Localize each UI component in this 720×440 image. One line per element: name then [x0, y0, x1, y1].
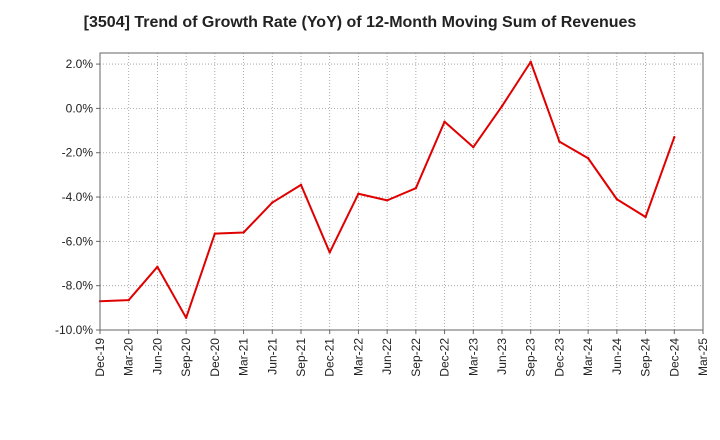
x-tick-label: Dec-23: [552, 338, 566, 377]
x-tick-label: Dec-20: [208, 338, 222, 377]
plot-frame: [99, 52, 704, 331]
y-axis: 2.0% 0.0% -2.0% -4.0% -6.0% -8.0% -10.0%: [55, 57, 100, 337]
data-point: [615, 198, 619, 201]
x-tick-label: Dec-21: [323, 338, 337, 377]
x-tick-label: Mar-22: [351, 338, 365, 376]
data-point: [644, 215, 647, 219]
x-tick-label: Sep-24: [639, 338, 653, 377]
plot-area: [100, 53, 703, 330]
x-tick-label: Jun-21: [265, 338, 279, 375]
y-tick-label: -4.0%: [62, 190, 94, 204]
data-point: [213, 232, 217, 235]
x-tick-label: Sep-23: [524, 338, 538, 377]
x-tick-label: Sep-20: [179, 338, 193, 377]
x-tick-label: Sep-21: [294, 338, 308, 377]
y-tick-label: -2.0%: [62, 146, 94, 160]
y-tick-label: -8.0%: [62, 279, 94, 293]
x-tick-label: Mar-24: [581, 338, 595, 376]
x-tick-label: Mar-25: [696, 338, 710, 376]
data-point: [385, 199, 389, 202]
data-point: [299, 183, 303, 187]
data-point: [443, 120, 446, 123]
data-point: [184, 316, 188, 320]
x-tick-label: Mar-21: [237, 338, 251, 376]
data-point: [673, 136, 676, 139]
y-tick-label: 2.0%: [66, 57, 94, 71]
x-tick-label: Jun-22: [380, 338, 394, 375]
data-point: [357, 192, 360, 195]
data-point: [414, 186, 418, 190]
y-tick-label: -10.0%: [55, 323, 93, 337]
data-point: [156, 265, 159, 269]
x-tick-label: Jun-24: [610, 338, 624, 375]
y-tick-label: -6.0%: [62, 234, 94, 248]
data-point: [558, 140, 561, 143]
series-group: [98, 60, 676, 320]
data-point: [127, 298, 130, 302]
x-tick-label: Jun-23: [495, 338, 509, 375]
data-point: [242, 231, 245, 234]
data-point: [472, 145, 475, 149]
data-point: [328, 251, 331, 254]
data-point: [271, 201, 274, 204]
x-tick-label: Sep-22: [409, 338, 423, 377]
x-tick-label: Mar-20: [122, 338, 136, 376]
y-tick-label: 0.0%: [66, 101, 94, 115]
x-tick-label: Dec-19: [93, 338, 107, 377]
x-tick-label: Dec-24: [667, 338, 681, 377]
data-point: [586, 157, 590, 160]
x-axis: Dec-19 Mar-20 Jun-20 Sep-20 Dec-20 Mar-21 Jun-…: [93, 330, 710, 377]
x-tick-label: Jun-20: [150, 338, 164, 375]
data-point: [500, 104, 504, 108]
data-point: [529, 60, 532, 64]
chart-title: [3504] Trend of Growth Rate (YoY) of 12-…: [83, 14, 637, 31]
x-tick-label: Dec-22: [438, 338, 452, 377]
x-tick-label: Mar-23: [466, 338, 480, 376]
